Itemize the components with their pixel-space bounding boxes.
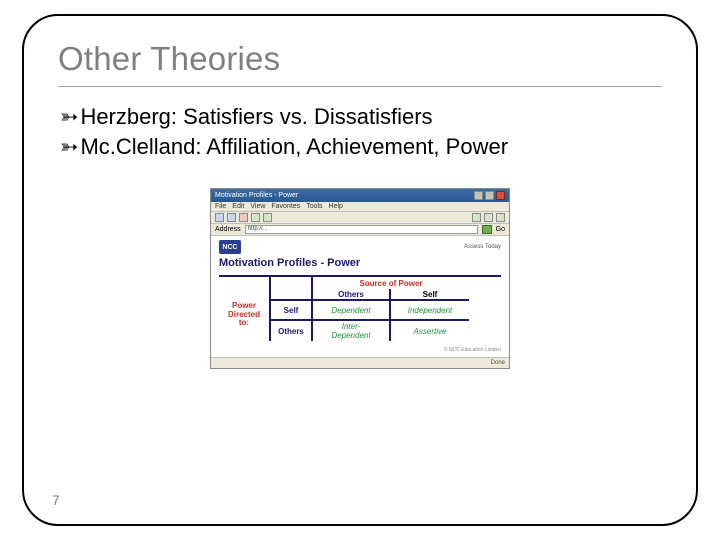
browser-page: NCC Assess Today Motivation Profiles - P…: [211, 236, 509, 357]
minimize-icon[interactable]: [474, 191, 483, 200]
print-icon[interactable]: [496, 213, 505, 222]
window-controls: [474, 191, 505, 200]
bullet-text: Herzberg: Satisfiers vs. Dissatisfiers: [80, 103, 432, 131]
cell-assertive: Assertive: [391, 321, 469, 341]
maximize-icon[interactable]: [485, 191, 494, 200]
address-input[interactable]: http://...: [245, 225, 478, 234]
power-directed-to-label: Power Directed to:: [219, 289, 271, 341]
page-footer-copyright: © NCC Education Limited: [219, 347, 501, 353]
cell-independent: Independent: [391, 301, 469, 321]
power-matrix: Source of Power Power Directed to: Other…: [219, 275, 501, 341]
bullet-text: Mc.Clelland: Affiliation, Achievement, P…: [80, 133, 508, 161]
go-label: Go: [496, 226, 505, 233]
bullet-glyph-icon: ➳: [60, 103, 78, 131]
browser-titlebar: Motivation Profiles - Power: [211, 189, 509, 202]
browser-window-title: Motivation Profiles - Power: [215, 192, 298, 199]
page-header-row: NCC Assess Today: [219, 240, 501, 254]
matrix-blank: [271, 289, 313, 301]
top-right-label: Assess Today: [464, 244, 501, 250]
browser-statusbar: Done: [211, 357, 509, 368]
row-header-self: Self: [271, 301, 313, 321]
favorites-icon[interactable]: [484, 213, 493, 222]
slide-frame: Other Theories ➳ Herzberg: Satisfiers vs…: [22, 14, 698, 526]
status-text: Done: [491, 360, 505, 366]
go-button[interactable]: [482, 225, 492, 234]
menu-item[interactable]: Tools: [306, 203, 322, 210]
refresh-icon[interactable]: [251, 213, 260, 222]
slide-number: 7: [52, 492, 60, 508]
browser-addressbar: Address http://... Go: [211, 224, 509, 236]
menu-item[interactable]: Help: [329, 203, 343, 210]
menu-item[interactable]: Edit: [232, 203, 244, 210]
close-icon[interactable]: [496, 191, 505, 200]
menu-item[interactable]: File: [215, 203, 226, 210]
col-header-self: Self: [391, 289, 469, 301]
search-icon[interactable]: [472, 213, 481, 222]
embedded-figure: Motivation Profiles - Power File Edit Vi…: [58, 188, 662, 369]
ncc-logo: NCC: [219, 240, 241, 254]
browser-window: Motivation Profiles - Power File Edit Vi…: [210, 188, 510, 369]
matrix-corner: [219, 277, 271, 289]
title-rule: [58, 86, 662, 87]
row-header-others: Others: [271, 321, 313, 341]
slide-title: Other Theories: [58, 40, 662, 78]
address-label: Address: [215, 226, 241, 233]
stop-icon[interactable]: [239, 213, 248, 222]
bullet-list: ➳ Herzberg: Satisfiers vs. Dissatisfiers…: [60, 103, 662, 160]
forward-icon[interactable]: [227, 213, 236, 222]
home-icon[interactable]: [263, 213, 272, 222]
cell-dependent: Dependent: [313, 301, 391, 321]
browser-toolbar: [211, 212, 509, 224]
col-header-others: Others: [313, 289, 391, 301]
menu-item[interactable]: Favorites: [271, 203, 300, 210]
bullet-item: ➳ Mc.Clelland: Affiliation, Achievement,…: [60, 133, 662, 161]
back-icon[interactable]: [215, 213, 224, 222]
cell-interdependent: Inter- Dependent: [313, 321, 391, 341]
browser-menubar: File Edit View Favorites Tools Help: [211, 202, 509, 212]
matrix-blank: [271, 277, 313, 289]
bullet-item: ➳ Herzberg: Satisfiers vs. Dissatisfiers: [60, 103, 662, 131]
bullet-glyph-icon: ➳: [60, 133, 78, 161]
source-of-power-label: Source of Power: [313, 277, 469, 289]
menu-item[interactable]: View: [250, 203, 265, 210]
page-heading: Motivation Profiles - Power: [219, 257, 501, 269]
